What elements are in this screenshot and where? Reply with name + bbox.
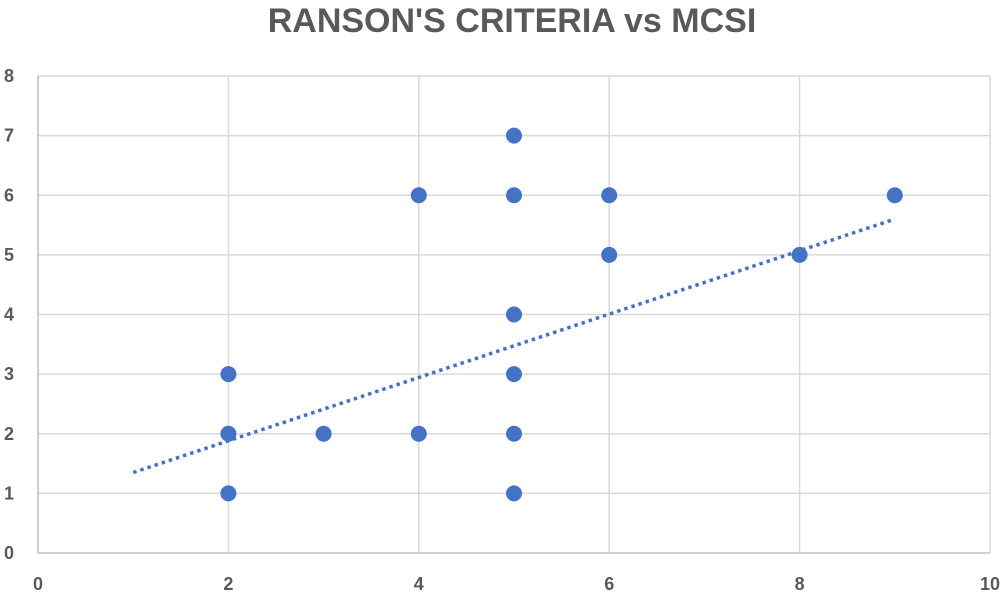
data-point [410, 425, 427, 442]
data-point [601, 187, 618, 204]
trendline-layer [132, 217, 896, 475]
data-point [220, 425, 237, 442]
x-tick-label: 8 [795, 574, 805, 594]
x-tick-label: 4 [414, 574, 424, 594]
data-point [601, 246, 618, 263]
y-tick-label: 2 [4, 424, 14, 444]
data-point [506, 127, 522, 144]
x-tick-labels: 0 2 4 6 8 10 [33, 574, 1000, 594]
data-point [220, 485, 237, 502]
data-point [506, 425, 522, 442]
x-tick-label: 2 [223, 574, 233, 594]
y-tick-label: 3 [4, 364, 14, 384]
chart-title: RANSON'S CRITERIA vs MCSI [268, 2, 757, 40]
data-point [506, 485, 522, 502]
y-tick-label: 6 [4, 185, 14, 205]
x-tick-label: 10 [980, 574, 1000, 594]
data-point [506, 306, 522, 323]
data-point [315, 425, 332, 442]
y-tick-label: 4 [4, 305, 14, 325]
y-tick-label: 7 [4, 126, 14, 146]
trendline [132, 217, 896, 475]
data-point [220, 366, 237, 383]
data-point [791, 246, 808, 263]
data-point [506, 366, 522, 383]
y-tick-labels: 0 1 2 3 4 5 6 7 8 [4, 66, 14, 563]
data-point [886, 187, 903, 204]
x-tick-label: 0 [33, 574, 43, 594]
y-tick-label: 0 [4, 543, 14, 563]
data-point [410, 187, 427, 204]
x-tick-label: 6 [604, 574, 614, 594]
y-tick-label: 1 [4, 483, 14, 503]
data-point [506, 187, 522, 204]
axes [37, 76, 990, 554]
y-tick-label: 8 [4, 66, 14, 86]
data-points [220, 127, 903, 502]
y-tick-label: 5 [4, 245, 14, 265]
